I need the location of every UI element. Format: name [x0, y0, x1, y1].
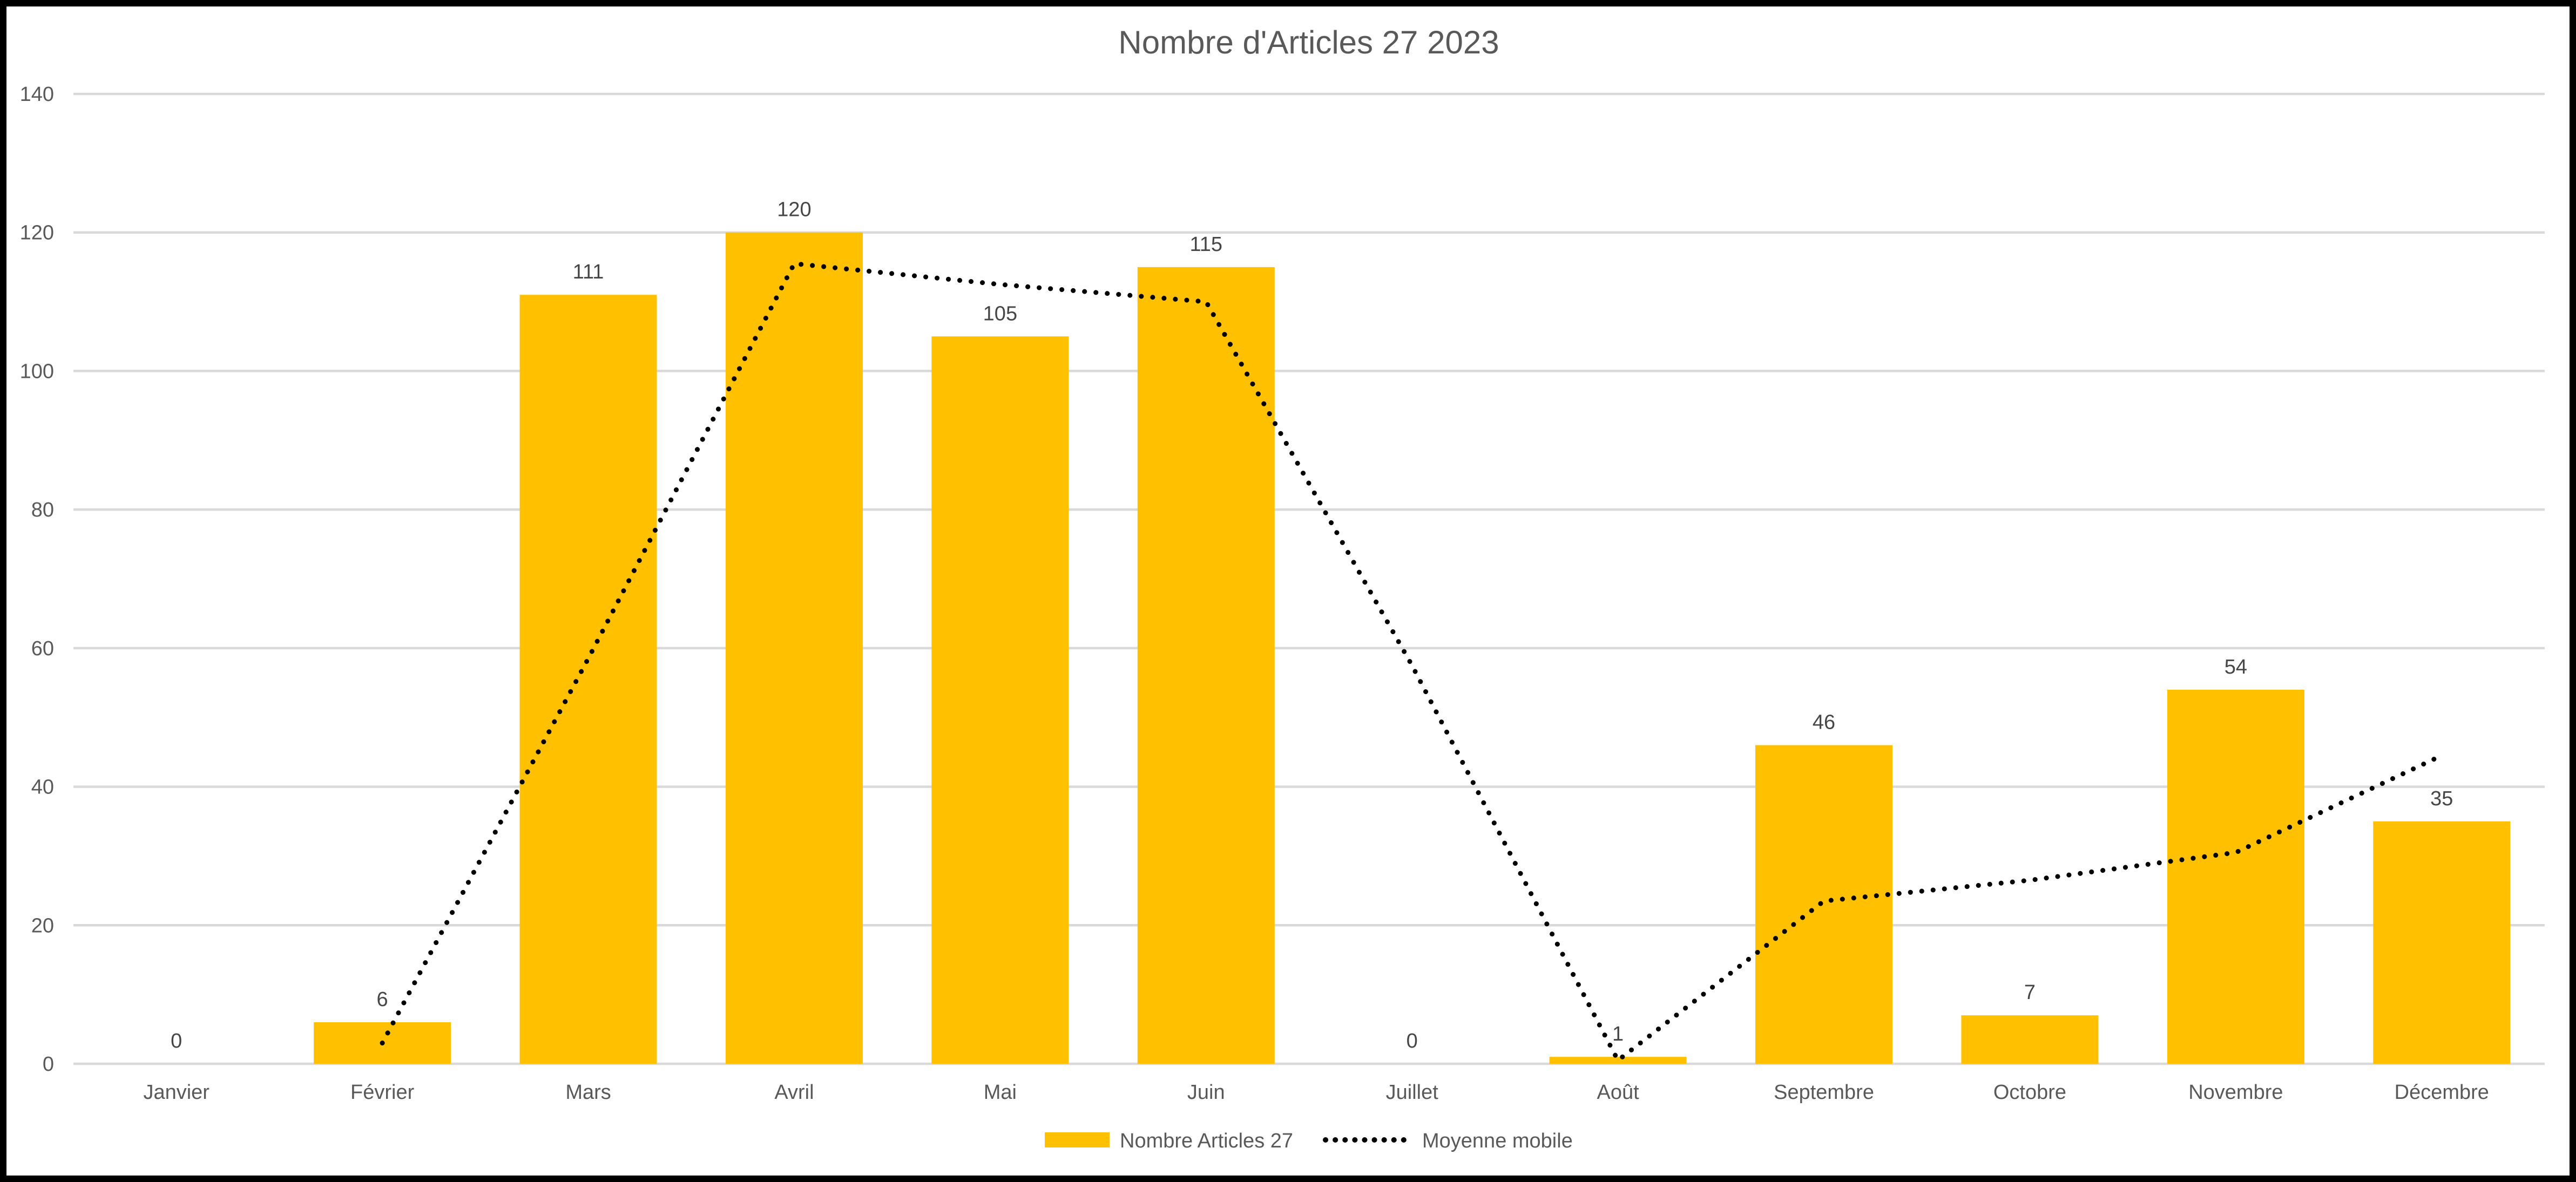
data-label-Mai: 105 [983, 302, 1017, 325]
y-axis-tick-label: 20 [31, 914, 54, 937]
bar-Novembre[interactable] [2167, 689, 2304, 1064]
bar-Septembre[interactable] [1755, 745, 1893, 1064]
bar-Octobre[interactable] [1961, 1015, 2099, 1064]
data-labels: 0 6 111 120 105 115 0 1 46 7 54 35 [171, 199, 2453, 1052]
data-label-Juillet: 0 [1407, 1030, 1418, 1052]
y-axis-tick-label: 120 [20, 222, 54, 244]
gridlines [73, 92, 2545, 1065]
x-axis-month-label: Janvier [143, 1081, 209, 1104]
x-axis-month-label: Avril [774, 1081, 814, 1104]
x-axis-month-labels: Janvier Février Mars Avril Mai Juin Juillet Aoû… [143, 1081, 2489, 1104]
data-label-Février: 6 [377, 988, 388, 1011]
legend: Nombre Articles 27 Moyenne mobile [1045, 1130, 1573, 1152]
legend-item-bar-series[interactable]: Nombre Articles 27 [1045, 1130, 1293, 1152]
legend-trendline-label: Moyenne mobile [1422, 1130, 1573, 1152]
x-axis-month-label: Novembre [2188, 1081, 2283, 1104]
data-label-Mars: 111 [573, 261, 604, 283]
x-axis-month-label: Février [350, 1081, 415, 1104]
data-label-Décembre: 35 [2430, 787, 2453, 810]
x-axis-month-label: Décembre [2395, 1081, 2489, 1104]
x-axis-month-label: Mars [565, 1081, 611, 1104]
data-label-Novembre: 54 [2225, 656, 2247, 678]
bar-Mai[interactable] [931, 336, 1069, 1064]
y-axis-tick-labels: 0 20 40 60 80 100 120 140 [20, 83, 54, 1076]
x-axis-month-label: Octobre [1993, 1081, 2066, 1104]
bar-Août[interactable] [1549, 1057, 1687, 1064]
data-label-Septembre: 46 [1813, 711, 1835, 734]
y-axis-tick-label: 80 [31, 499, 54, 521]
x-axis-month-label: Juillet [1386, 1081, 1439, 1104]
x-axis-month-label: Juin [1187, 1081, 1225, 1104]
chart-title: Nombre d'Articles 27 2023 [1118, 24, 1499, 60]
data-label-Août: 1 [1612, 1023, 1624, 1045]
x-axis-month-label: Septembre [1774, 1081, 1874, 1104]
y-axis-tick-label: 0 [43, 1053, 54, 1076]
data-label-Juin: 115 [1189, 233, 1222, 256]
bar-Juin[interactable] [1137, 267, 1275, 1064]
legend-item-trendline[interactable]: Moyenne mobile [1323, 1130, 1573, 1152]
legend-bar-label: Nombre Articles 27 [1120, 1130, 1293, 1152]
y-axis-tick-label: 60 [31, 637, 54, 660]
data-label-Janvier: 0 [171, 1030, 182, 1052]
bar-Décembre[interactable] [2373, 821, 2511, 1064]
bar-Avril[interactable] [725, 232, 863, 1064]
data-label-Avril: 120 [777, 199, 811, 221]
y-axis-tick-label: 100 [20, 360, 54, 383]
legend-bar-swatch [1045, 1132, 1110, 1147]
bar-Mars[interactable] [519, 295, 657, 1064]
bar-series [314, 232, 2511, 1064]
x-axis-month-label: Août [1597, 1081, 1640, 1104]
x-axis-month-label: Mai [984, 1081, 1017, 1104]
data-label-Octobre: 7 [2024, 981, 2036, 1004]
y-axis-tick-label: 140 [20, 83, 54, 106]
y-axis-tick-label: 40 [31, 776, 54, 799]
